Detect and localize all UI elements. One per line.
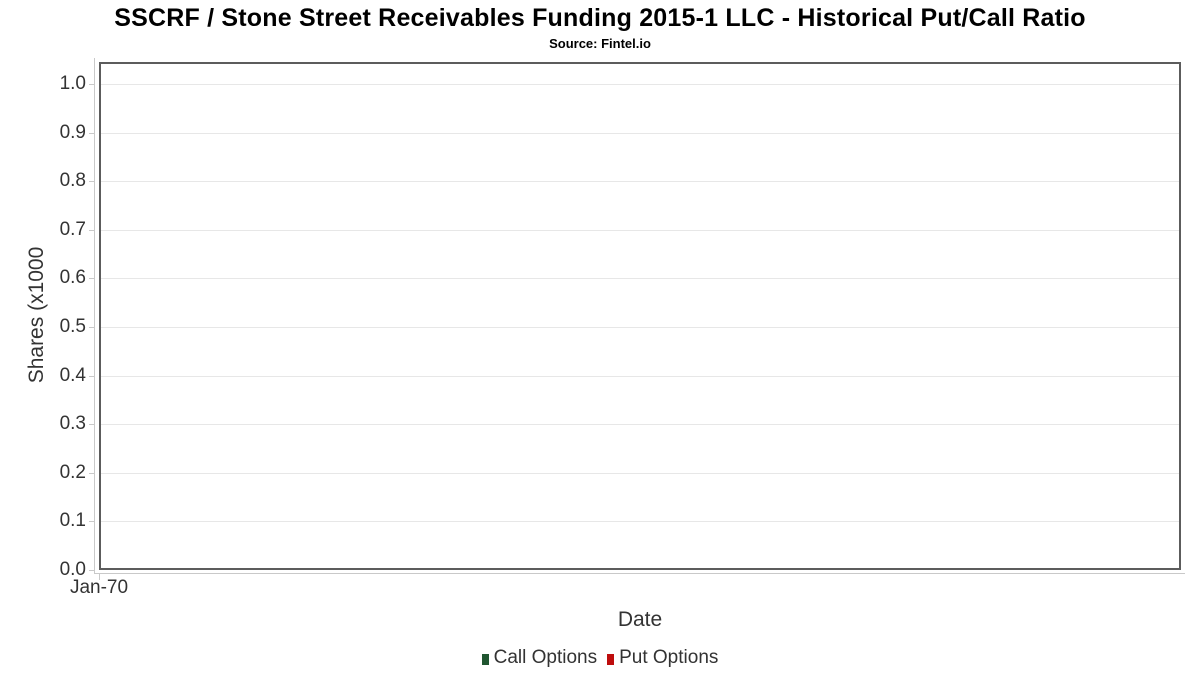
y-axis-tick bbox=[89, 181, 94, 182]
y-tick-label: 1.0 bbox=[59, 73, 86, 94]
plot-area[interactable] bbox=[99, 62, 1181, 570]
y-axis-tick bbox=[89, 278, 94, 279]
y-tick-label: 0.1 bbox=[59, 510, 86, 531]
gridline bbox=[101, 376, 1179, 377]
y-tick-label: 0.0 bbox=[59, 559, 86, 580]
y-axis-tick bbox=[89, 570, 94, 571]
y-tick-label: 0.4 bbox=[59, 365, 86, 386]
x-axis-line bbox=[94, 573, 1185, 574]
chart-title: SSCRF / Stone Street Receivables Funding… bbox=[114, 4, 1086, 32]
gridline bbox=[101, 521, 1179, 522]
y-axis-tick bbox=[89, 473, 94, 474]
y-axis-line bbox=[94, 58, 95, 573]
legend-marker-icon bbox=[607, 653, 615, 665]
y-axis-label: Shares (x1000 bbox=[25, 246, 48, 384]
chart-subtitle: Source: Fintel.io bbox=[549, 36, 651, 51]
gridline bbox=[101, 84, 1179, 85]
gridline bbox=[101, 327, 1179, 328]
gridline bbox=[101, 230, 1179, 231]
y-tick-label: 0.9 bbox=[59, 122, 86, 143]
legend: Call Options Put Options bbox=[0, 647, 1200, 669]
y-tick-label: 0.7 bbox=[59, 219, 86, 240]
legend-item-put-options[interactable]: Put Options bbox=[607, 647, 718, 669]
x-axis-label: Date bbox=[617, 608, 663, 631]
legend-item-label: Call Options bbox=[493, 647, 598, 668]
legend-item-label: Put Options bbox=[619, 647, 719, 668]
y-tick-label: 0.8 bbox=[59, 170, 86, 191]
gridline bbox=[101, 424, 1179, 425]
x-tick-label: Jan-70 bbox=[69, 577, 129, 598]
y-axis-tick bbox=[89, 521, 94, 522]
y-tick-label: 0.6 bbox=[59, 267, 86, 288]
y-tick-label: 0.2 bbox=[59, 462, 86, 483]
y-axis-tick bbox=[89, 424, 94, 425]
legend-marker-icon bbox=[481, 653, 489, 665]
gridline bbox=[101, 181, 1179, 182]
gridline bbox=[101, 278, 1179, 279]
y-tick-label: 0.5 bbox=[59, 316, 86, 337]
y-axis-tick bbox=[89, 376, 94, 377]
y-axis-tick bbox=[89, 327, 94, 328]
y-axis-tick bbox=[89, 133, 94, 134]
y-axis-tick bbox=[89, 84, 94, 85]
y-axis-tick bbox=[89, 230, 94, 231]
gridline bbox=[101, 133, 1179, 134]
gridline bbox=[101, 473, 1179, 474]
legend-item-call-options[interactable]: Call Options bbox=[481, 647, 598, 669]
x-axis-tick bbox=[99, 573, 100, 580]
y-tick-label: 0.3 bbox=[59, 413, 86, 434]
